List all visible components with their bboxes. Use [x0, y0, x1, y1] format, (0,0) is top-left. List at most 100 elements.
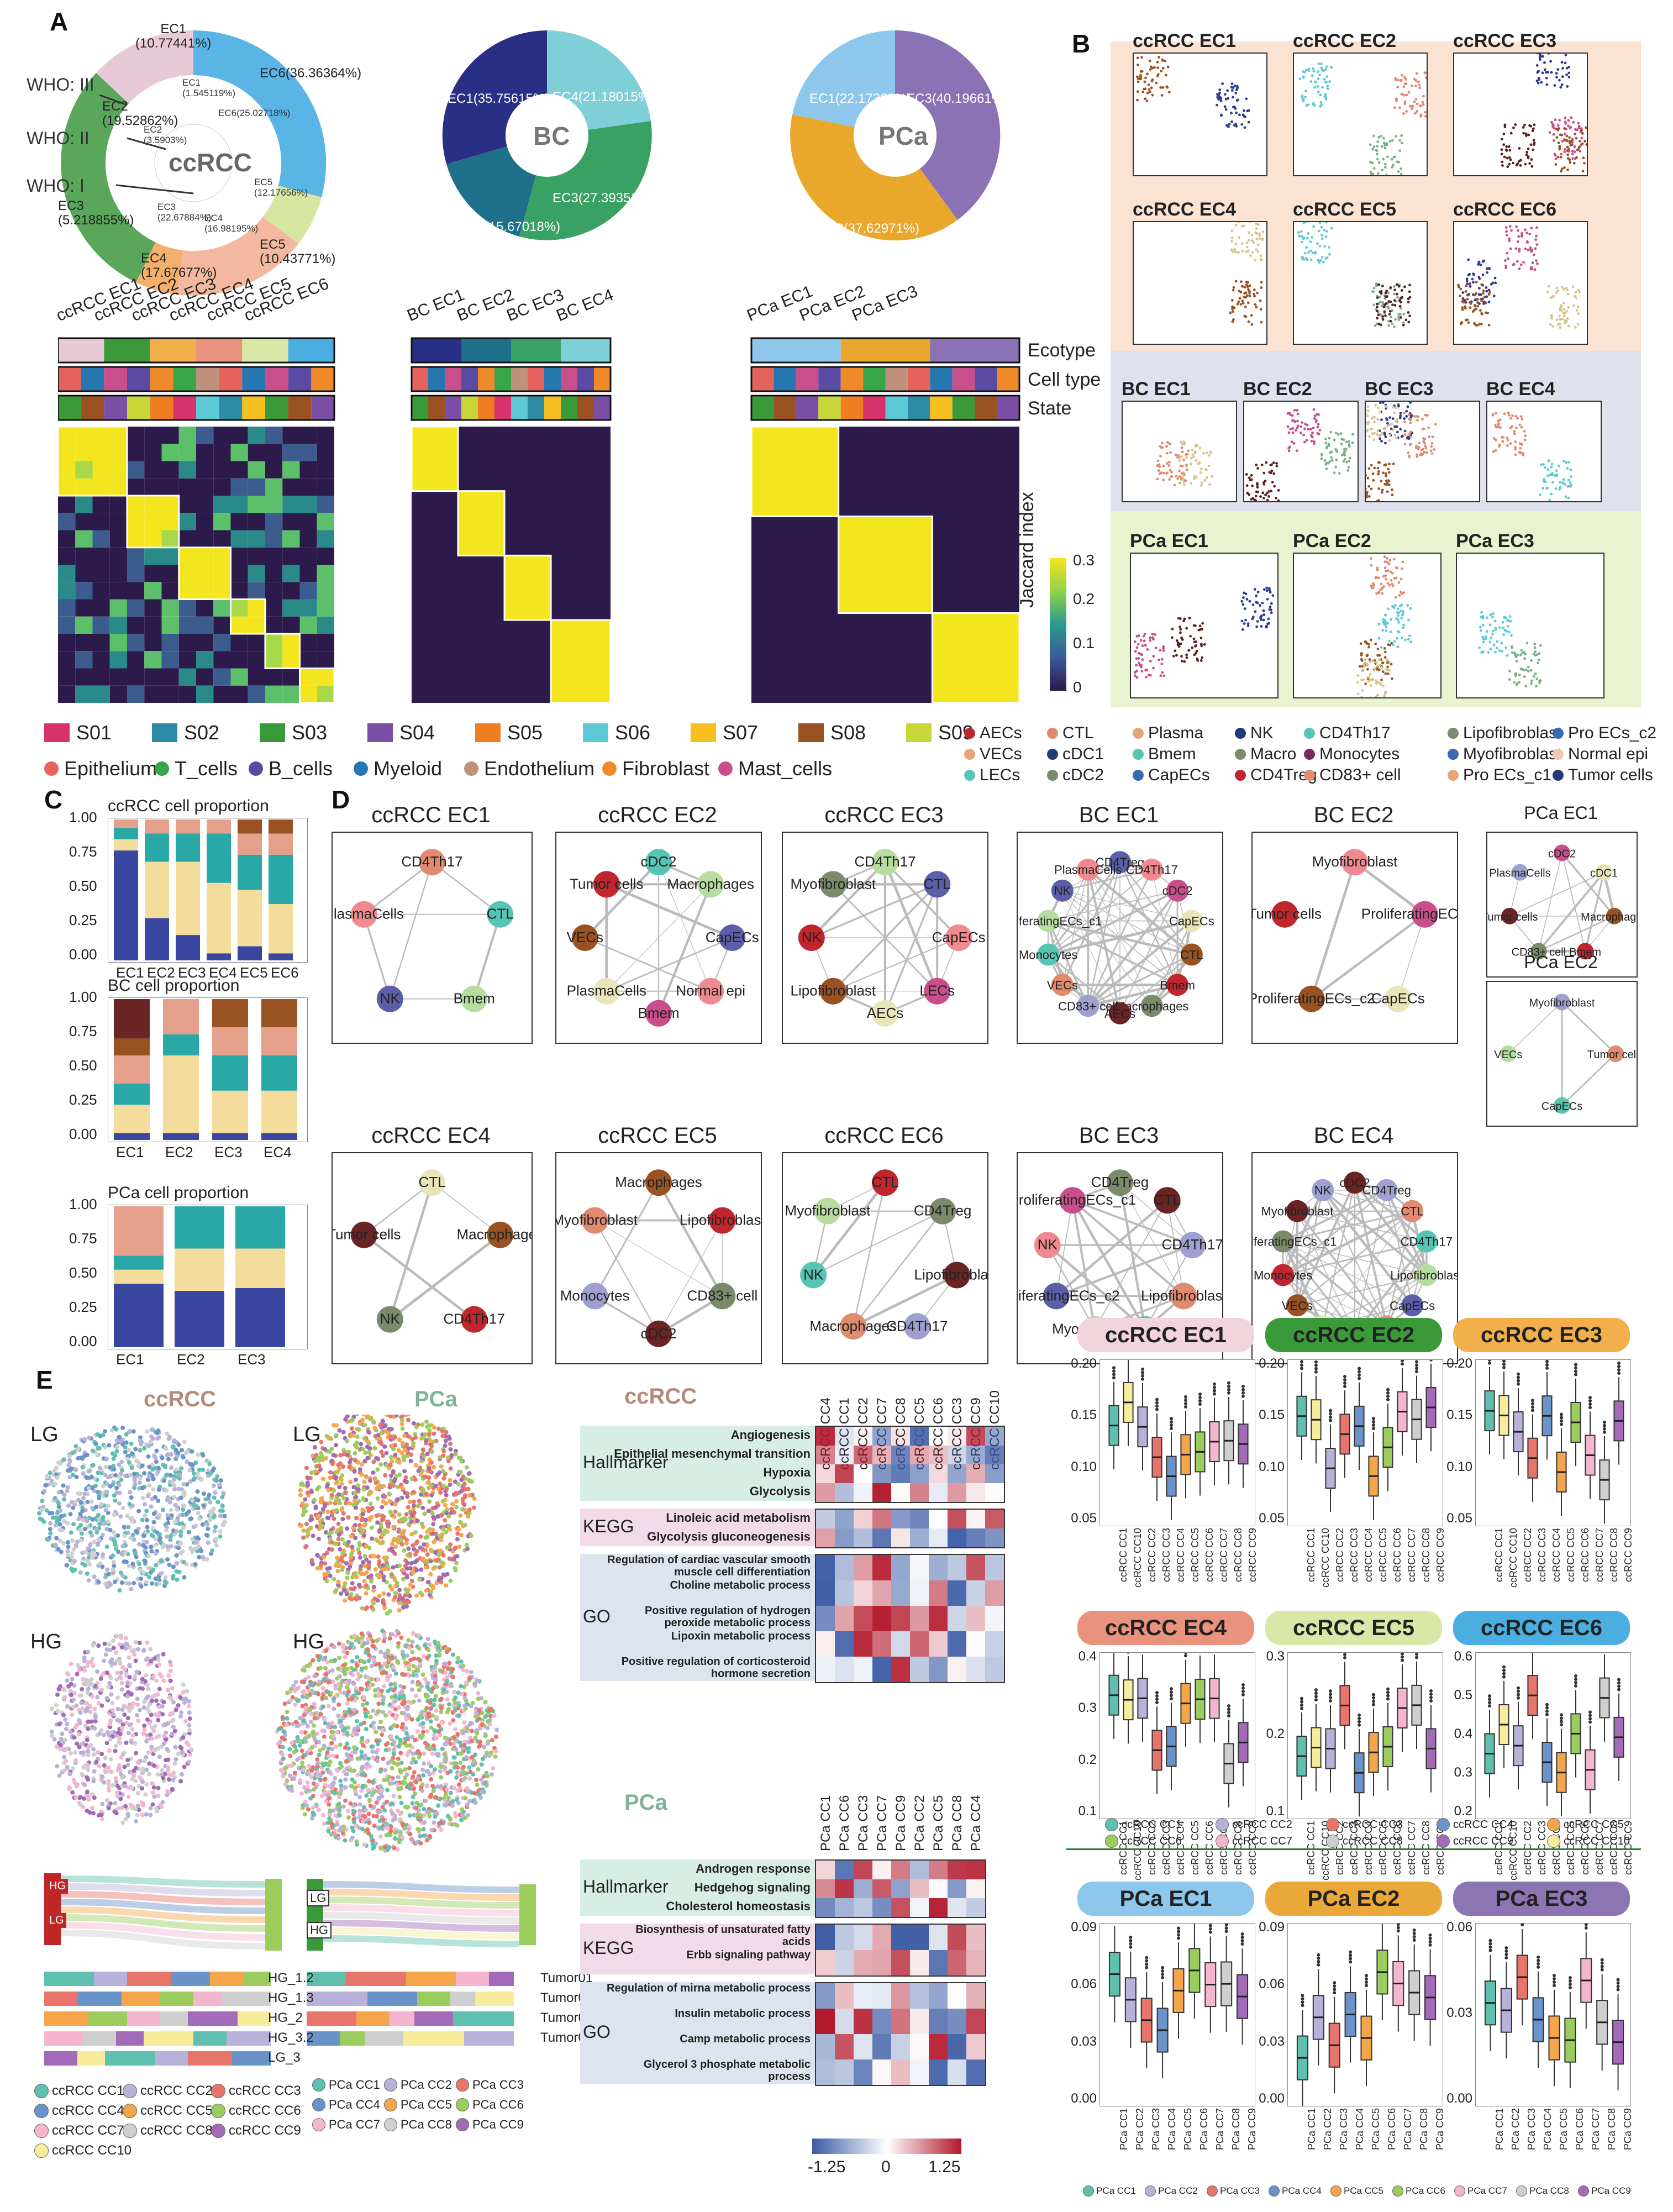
spatial-spot: [108, 1722, 113, 1727]
network-node: [1166, 974, 1189, 996]
jaccard-cell: [127, 461, 145, 479]
umap-point: [1195, 649, 1198, 653]
sample-swatch: [152, 723, 177, 742]
spatial-spot: [138, 1568, 143, 1573]
ccrcc-ec6-pct: (36.36364%): [285, 66, 362, 81]
celltype-label: Fibroblast: [622, 757, 710, 780]
umap-point: [1292, 442, 1296, 445]
jaccard-cell: [230, 513, 248, 530]
spatial-spot: [120, 1468, 125, 1473]
network-edge: [1062, 890, 1192, 955]
umap-point: [1272, 461, 1275, 464]
state-strip-cell: [511, 396, 528, 420]
jaccard-cell: [213, 427, 231, 444]
umap-point: [1358, 665, 1361, 668]
spatial-spot: [102, 1732, 107, 1737]
spatial-spot: [147, 1464, 152, 1469]
spatial-spot: [441, 1476, 446, 1481]
umap-point: [1497, 423, 1500, 427]
celltype-strip-cell: [150, 367, 173, 391]
spatial-spot: [90, 1792, 94, 1797]
state-strip-cell: [907, 396, 930, 420]
spatial-spot: [135, 1696, 140, 1701]
spatial-spot: [174, 1569, 179, 1574]
spatial-spot: [87, 1435, 92, 1440]
umap-point: [1254, 495, 1258, 498]
umap-point: [1508, 145, 1511, 148]
umap-point: [1377, 681, 1381, 684]
umap-point: [1180, 477, 1183, 480]
umap-point: [1162, 479, 1165, 481]
umap-point: [1528, 162, 1531, 165]
spatial-spot: [123, 1667, 128, 1672]
umap-point: [1265, 492, 1269, 495]
umap-point: [1506, 439, 1509, 442]
spatial-spot: [124, 1432, 129, 1437]
umap-point: [1296, 426, 1299, 429]
network-edge: [1062, 890, 1192, 922]
umap-point: [1309, 434, 1313, 437]
umap-point: [1533, 143, 1535, 146]
state-strip-cell: [494, 396, 511, 420]
umap-point: [1543, 61, 1546, 64]
umap-point: [1198, 624, 1202, 628]
umap-point: [1497, 425, 1500, 429]
umap-point: [1546, 290, 1549, 293]
spatial-spot: [207, 1462, 212, 1467]
network-node-label: Myofibroblast: [791, 875, 876, 892]
state-strip-cell: [265, 396, 288, 420]
umap-point: [1298, 77, 1302, 81]
spatial-spot: [169, 1544, 173, 1549]
bc-donut: [442, 30, 652, 240]
spatial-spot: [54, 1536, 59, 1541]
network-node-label: CD4Treg: [1362, 1184, 1411, 1197]
umap-point: [1161, 658, 1164, 661]
spatial-spot: [156, 1793, 161, 1798]
umap-point: [1382, 401, 1385, 404]
spatial-spot: [181, 1682, 186, 1687]
spatial-spot: [118, 1439, 123, 1444]
umap-point: [1380, 418, 1383, 422]
umap-title: PCa EC3: [1456, 530, 1534, 551]
sample-swatch: [44, 723, 70, 742]
spatial-spot: [105, 1567, 110, 1572]
network-node: [924, 978, 951, 1005]
spatial-spot: [65, 1540, 70, 1545]
umap-point: [1423, 438, 1427, 440]
state-legend-item: Myofibroblast: [1448, 745, 1561, 764]
spatial-spot: [70, 1766, 75, 1771]
umap-point: [1201, 622, 1204, 625]
ccrcc-ec2-pct: (19.52862%): [102, 113, 178, 128]
umap-point: [1396, 607, 1400, 611]
spatial-spot: [149, 1532, 154, 1537]
ccrcc-ec3-pct: (5.218855%): [58, 213, 134, 228]
umap-point: [1499, 426, 1502, 429]
umap-point: [1271, 481, 1274, 484]
network-node: [376, 985, 403, 1012]
umap-point: [1523, 657, 1526, 660]
umap-point: [1135, 676, 1139, 679]
jaccard-cell: [248, 496, 265, 513]
umap-point: [1523, 438, 1527, 442]
jaccard-cell: [161, 547, 179, 565]
ecotype-strip-cell: [196, 338, 243, 362]
umap-point: [1485, 311, 1487, 314]
jaccard-cell: [144, 685, 162, 703]
spatial-spot: [115, 1695, 120, 1700]
umap-point: [1524, 134, 1528, 137]
umap-point: [1390, 157, 1393, 161]
spatial-spot: [117, 1462, 122, 1467]
umap-point: [1312, 426, 1315, 429]
umap-point: [1548, 498, 1551, 502]
proportion-segment: [114, 839, 138, 851]
umap-point: [1509, 247, 1512, 250]
spatial-spot: [138, 1435, 143, 1440]
spatial-spot: [119, 1552, 124, 1557]
ccrcc-hg-map: [49, 1633, 194, 1825]
spatial-spot: [165, 1747, 170, 1752]
umap-point: [1251, 251, 1254, 254]
umap-point: [1383, 144, 1386, 147]
sample-swatch: [260, 723, 285, 742]
umap-point: [1568, 158, 1571, 161]
network-node-label: NK: [380, 990, 401, 1007]
